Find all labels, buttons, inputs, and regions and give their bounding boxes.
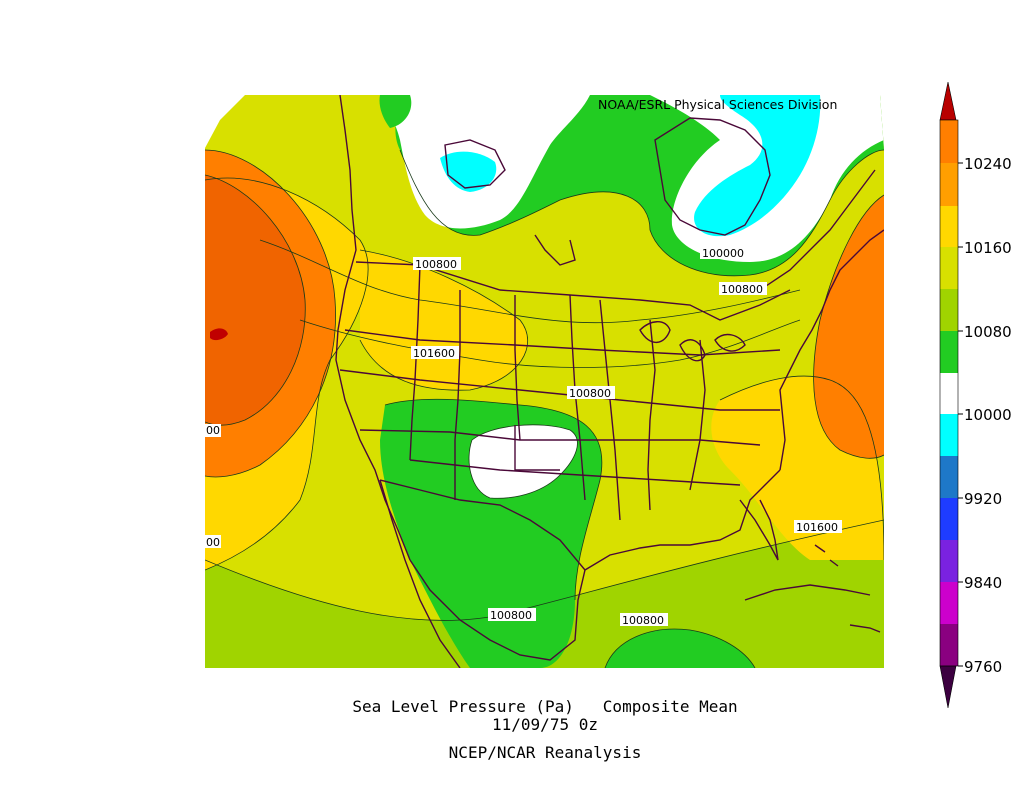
great-lake: [639, 321, 671, 344]
contour-label: 100800: [415, 258, 457, 271]
contour-label: 100800: [622, 614, 664, 627]
state-line: [599, 299, 621, 521]
contour-line: [205, 149, 336, 478]
fill-cyan-west: [440, 151, 497, 192]
contour-label: 100800: [490, 609, 532, 622]
coastline-caribbean: [849, 624, 881, 633]
contour-line: [259, 239, 801, 324]
colorbar-swatch: [940, 247, 958, 289]
coastline-hudson-bay: [654, 117, 771, 236]
contour-label-bg: [488, 608, 536, 621]
contour-line: [205, 174, 306, 426]
colorbar-label: 10240: [964, 155, 1012, 173]
great-lake: [714, 333, 746, 352]
contour-label-bg: [567, 386, 615, 399]
map-source: NCEP/NCAR Reanalysis: [448, 743, 642, 762]
colorbar-label: 9760: [964, 658, 1002, 676]
contour-label-bg: [719, 282, 767, 295]
geographic-boundaries: [335, 95, 884, 668]
arctic-island: [534, 234, 576, 266]
coastline-east: [779, 229, 884, 471]
contour-label-bg: [205, 424, 221, 437]
fill-orange-core: [205, 175, 306, 426]
colorbar-swatch: [940, 498, 958, 540]
state-line: [454, 290, 461, 500]
contour-line: [604, 628, 756, 668]
map-date: 11/09/75 0z: [492, 715, 598, 734]
colorbar-frame: [939, 119, 959, 667]
coastline-west: [335, 95, 411, 561]
contour-label-bg: [700, 246, 748, 259]
contour-label: 00: [206, 424, 220, 437]
contour-label-bg: [620, 613, 668, 626]
colorbar-arrow-top: [939, 81, 957, 121]
contour-line: [468, 424, 578, 499]
colorbar-swatch: [940, 624, 958, 666]
state-line: [514, 425, 560, 471]
great-lake: [679, 339, 706, 362]
border-us-canada: [355, 261, 791, 321]
colorbar-swatch: [940, 414, 958, 456]
colorbar-label: 9920: [964, 490, 1002, 508]
contour-line: [205, 177, 369, 571]
contour-labels: 100800 100000 100800 101600 100800 10160…: [205, 246, 842, 627]
colorbar-label: 10080: [964, 323, 1012, 341]
state-line: [409, 459, 741, 486]
state-line: [359, 429, 761, 446]
coastline-baja: [379, 479, 461, 668]
contour-line: [399, 149, 884, 277]
map-title: Sea Level Pressure (Pa) Composite Mean: [352, 697, 738, 716]
state-line: [344, 329, 781, 356]
contour-label: 100800: [569, 387, 611, 400]
coastline-caribbean: [744, 584, 871, 601]
colorbar-swatch: [940, 373, 958, 414]
fill-darkred-high: [210, 328, 228, 341]
contour-label-bg: [205, 535, 221, 548]
contour-label-bg: [794, 520, 842, 533]
colorbar-swatch: [940, 582, 958, 624]
contour-line: [299, 319, 801, 368]
colorbar-label: 10000: [964, 406, 1012, 424]
colorbar-swatch: [940, 331, 958, 373]
colorbar-swatch: [940, 289, 958, 331]
colorbar-swatch: [940, 540, 958, 582]
colorbar-swatch: [940, 206, 958, 247]
contour-label: 101600: [413, 347, 455, 360]
contour-label: 00: [206, 536, 220, 549]
state-line: [514, 295, 521, 441]
colorbar: 10240 10160 10080 10000 9920 9840 9760: [939, 81, 1012, 709]
coastline-florida: [739, 499, 779, 561]
fill-orange-atlantic: [813, 195, 884, 459]
colorbar-swatch: [940, 456, 958, 498]
contour-label: 100800: [721, 283, 763, 296]
fill-lightgreen-south: [205, 520, 884, 668]
colorbar-label: 9840: [964, 574, 1002, 592]
contour-lines: [205, 149, 884, 668]
contour-line: [384, 398, 603, 601]
colorbar-swatch: [940, 120, 958, 163]
contour-line: [719, 375, 884, 561]
credit-text: NOAA/ESRL Physical Sciences Division: [598, 97, 838, 112]
contour-label: 100000: [702, 247, 744, 260]
state-line: [689, 339, 706, 491]
contour-label: 101600: [796, 521, 838, 534]
coastline-bahamas: [814, 544, 839, 567]
contour-label-bg: [413, 257, 461, 270]
coastline-gulf: [409, 469, 781, 661]
colorbar-label: 10160: [964, 239, 1012, 257]
contour-line: [359, 249, 529, 391]
fill-green-nw: [379, 95, 412, 128]
fill-white-low-oklahoma: [469, 424, 578, 499]
colorbar-swatch: [940, 163, 958, 206]
contour-line: [813, 194, 884, 459]
coastline-labrador: [759, 169, 876, 291]
fill-cyan-hudson: [694, 95, 821, 237]
map-fill: [205, 95, 884, 668]
fill-yellow-interior: [360, 250, 528, 391]
arctic-island: [444, 139, 506, 189]
border-us-mexico: [379, 479, 586, 571]
contour-label-bg: [411, 346, 459, 359]
fill-green-gulf: [605, 629, 755, 668]
